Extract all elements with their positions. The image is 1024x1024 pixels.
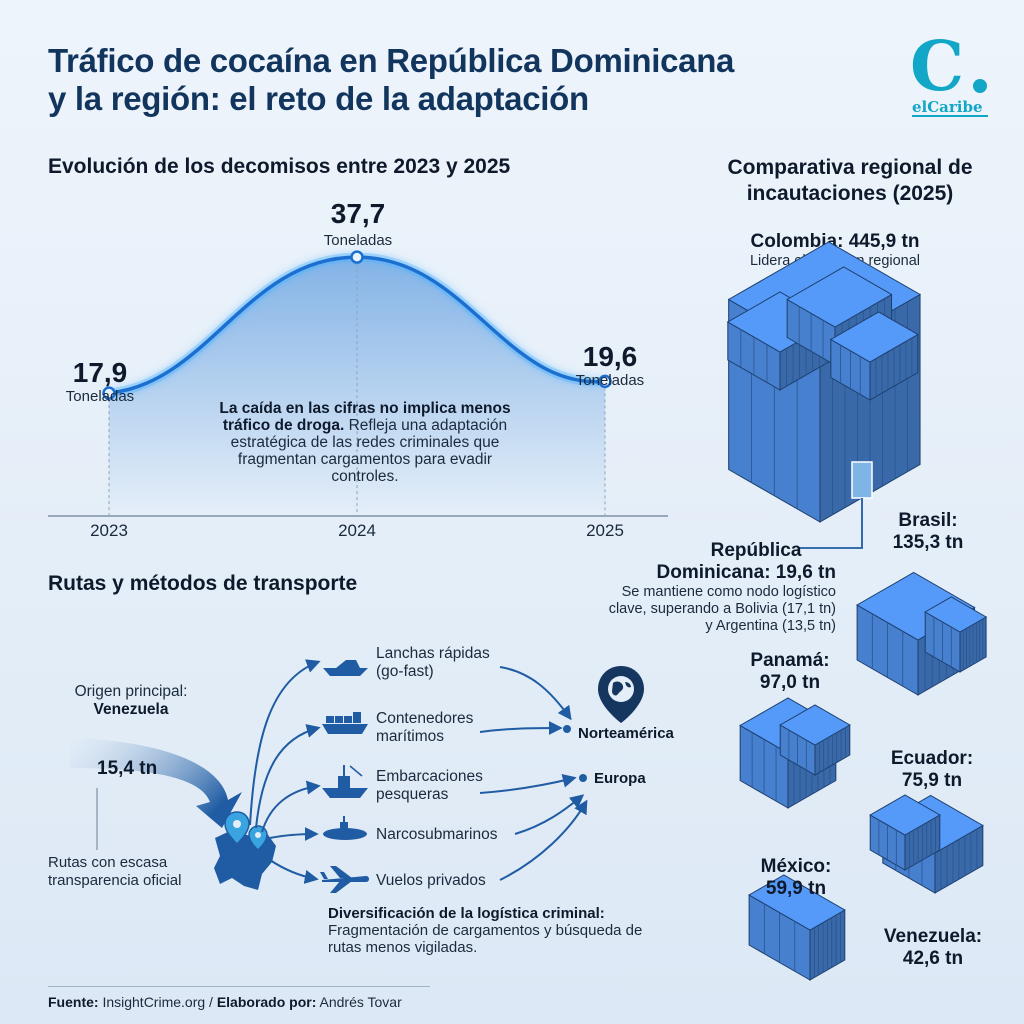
brasil-name: Brasil:: [898, 510, 958, 531]
rd-name-line1: República: [710, 540, 802, 561]
regional-title-line2: incautaciones (2025): [746, 182, 954, 205]
globe-pin-icon: [598, 666, 644, 723]
ecuador-label: Ecuador: 75,9 tn: [872, 748, 992, 792]
airplane-icon: [320, 866, 369, 893]
rd-note-line2: clave, superando a Bolivia (17,1 tn): [608, 601, 836, 617]
diversification-title: Diversificación de la logística criminal…: [328, 905, 605, 922]
panama-container-2: [779, 704, 851, 776]
elcaribe-logo: C elCaribe: [910, 32, 988, 117]
brasil-label: Brasil: 135,3 tn: [868, 510, 988, 554]
route-arrow-submarine: [269, 827, 319, 842]
method-label-container: Contenedores marítimos: [376, 710, 474, 745]
europa-dot: [579, 774, 587, 782]
destination-norteamerica: Norteamérica: [578, 725, 674, 742]
mexico-value: 59,9 tn: [765, 878, 827, 899]
dest-arrow-5: [499, 799, 588, 881]
origin-amount: 15,4 tn: [97, 758, 158, 779]
rd-note-line3: y Argentina (13,5 tn): [705, 618, 836, 634]
destination-europa: Europa: [594, 770, 646, 787]
x-tick-2024: 2024: [338, 521, 376, 540]
venezuela-label: Venezuela: 42,6 tn: [868, 926, 998, 970]
diversification-note: Diversificación de la logística criminal…: [328, 905, 668, 956]
footer-divider: [48, 986, 430, 987]
transparency-note: Rutas con escasa transparencia oficial: [48, 854, 182, 889]
title-line-1: Tráfico de cocaína en República Dominica…: [48, 42, 735, 79]
panama-label: Panamá: 97,0 tn: [730, 650, 850, 694]
origin-country: Venezuela: [93, 701, 169, 718]
rd-container: [851, 461, 873, 499]
footer-source-label: Fuente:: [48, 994, 99, 1010]
colombia-name: Colombia: 445,9 tn: [750, 231, 920, 252]
evolution-note-text: Refleja una adaptación estratégica de la…: [230, 417, 508, 485]
route-arrow-container: [255, 724, 321, 829]
dest-arrow-1: [499, 666, 572, 721]
ecuador-container-2: [869, 794, 941, 871]
ecuador-name: Ecuador:: [890, 748, 974, 769]
norteamerica-dot: [563, 725, 571, 733]
evolution-title: Evolución de los decomisos entre 2023 y …: [48, 155, 511, 178]
routes-diagram: [70, 659, 644, 893]
line-chart: 2023 2024 2025: [48, 250, 668, 540]
origin-label: Origen principal:: [74, 683, 188, 700]
method-label-speedboat: Lanchas rápidas (go-fast): [376, 645, 490, 680]
cargo-ship-icon: [322, 712, 368, 734]
ecuador-value: 75,9 tn: [901, 770, 963, 791]
data-point-2024: [350, 250, 364, 264]
mexico-name: México:: [760, 856, 832, 877]
method-label-submarine: Narcosubmarinos: [376, 826, 498, 843]
data-point-2025: [598, 374, 612, 389]
page-title: Tráfico de cocaína en República Dominica…: [48, 42, 868, 118]
dest-arrow-3: [479, 773, 577, 794]
panama-name: Panamá:: [750, 650, 830, 671]
venezuela-value: 42,6 tn: [902, 948, 964, 969]
rd-note-line1: Se mantiene como nodo logístico: [621, 584, 836, 600]
colombia-container-top-3: [829, 311, 919, 401]
value-label-2024: 37,7: [330, 198, 386, 229]
regional-title-line1: Comparativa regional de: [727, 156, 973, 179]
data-point-2023: [102, 386, 116, 400]
method-label-fishing: Embarcaciones pesqueras: [376, 768, 483, 803]
footer-source: InsightCrime.org: [102, 994, 206, 1010]
logo-mark: C: [910, 32, 964, 107]
logo-text: elCaribe: [912, 98, 983, 116]
fishing-boat-icon: [322, 765, 368, 798]
evolution-note: La caída en las cifras no implica menos …: [215, 400, 515, 485]
value-label-2023: 17,9: [72, 357, 128, 388]
footer: Fuente: InsightCrime.org / Elaborado por…: [48, 994, 402, 1010]
origin-pin-icon: [224, 811, 268, 852]
panama-value: 97,0 tn: [759, 672, 821, 693]
submarine-icon: [323, 816, 367, 840]
venezuela-name: Venezuela:: [883, 926, 983, 947]
dest-arrow-2: [479, 721, 563, 736]
footer-separator: /: [209, 994, 213, 1010]
brasil-container-2: [924, 596, 988, 673]
rd-name-line2: Dominicana: 19,6 tn: [656, 562, 837, 583]
value-label-2025: 19,6: [582, 341, 638, 372]
mexico-container: [748, 874, 846, 981]
origin-flow-arrow: [70, 738, 242, 828]
origin-block: Origen principal: Venezuela: [56, 683, 206, 719]
unit-label-2025: Toneladas: [575, 372, 645, 389]
unit-label-2023: Toneladas: [65, 388, 135, 405]
title-line-2: y la región: el reto de la adaptación: [48, 80, 589, 117]
footer-author: Andrés Tovar: [319, 994, 402, 1010]
mexico-label: México: 59,9 tn: [736, 856, 856, 900]
speedboat-icon: [323, 660, 368, 676]
brasil-value: 135,3 tn: [892, 532, 964, 553]
diversification-text: Fragmentación de cargamentos y búsqueda …: [328, 922, 643, 956]
method-label-plane: Vuelos privados: [376, 872, 486, 889]
route-arrow-fishing: [261, 780, 321, 833]
evolution-note-bold: La caída en las cifras no implica menos …: [219, 400, 511, 434]
regional-title: Comparativa regional de incautaciones (2…: [700, 155, 1000, 207]
route-arrow-speedboat: [249, 659, 321, 826]
unit-label-2024: Toneladas: [323, 232, 393, 249]
rd-label: República Dominicana: 19,6 tn Se mantien…: [588, 540, 836, 635]
rd-leader-line: [798, 498, 863, 549]
x-tick-2023: 2023: [90, 521, 128, 540]
x-tick-2025: 2025: [586, 521, 624, 540]
footer-author-label: Elaborado por:: [216, 994, 317, 1010]
containers-graphic: [726, 241, 988, 981]
routes-title: Rutas y métodos de transporte: [48, 572, 358, 595]
route-arrow-plane: [269, 859, 319, 884]
